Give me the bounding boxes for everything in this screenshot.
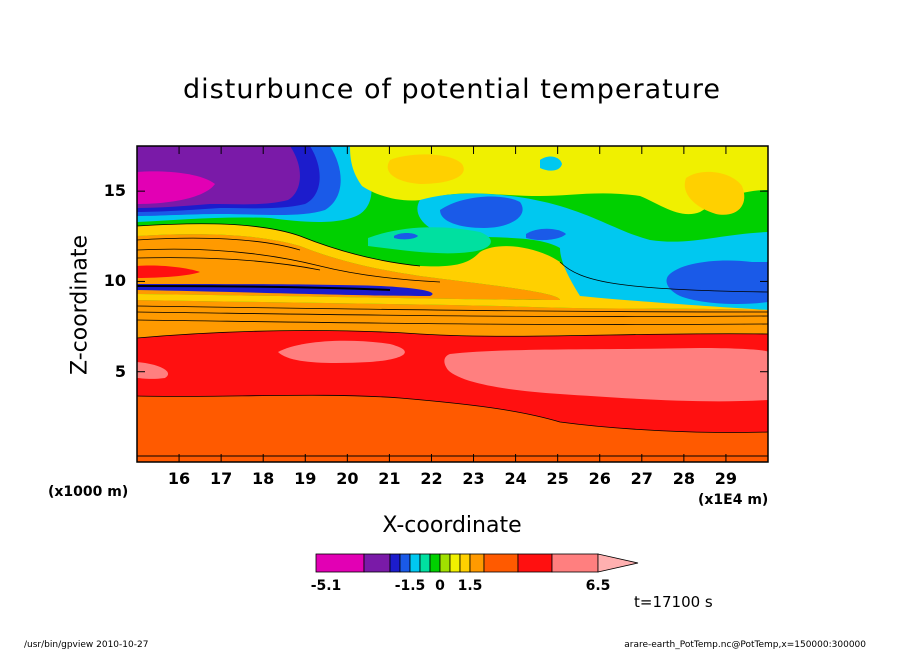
- x-tick-label: 22: [420, 469, 443, 488]
- band-blue-tiny: [394, 233, 418, 240]
- x-tick-label: 18: [252, 469, 275, 488]
- colorbar-swatch: [389, 553, 401, 573]
- colorbar-swatch: [449, 553, 461, 573]
- x-tick-label: 26: [588, 469, 611, 488]
- band-blue-mid: [440, 196, 523, 228]
- x-tick-label: 28: [672, 469, 695, 488]
- colorbar-tick-label: -1.5: [394, 578, 426, 594]
- x-tick-label: 21: [378, 469, 401, 488]
- colorbar-swatch: [429, 553, 441, 573]
- x-tick-label: 24: [504, 469, 527, 488]
- y-tick-label: 10: [103, 271, 126, 291]
- x-tick-label: 29: [714, 469, 738, 488]
- colorbar-swatch: [399, 553, 411, 573]
- y-unit-label: (x1000 m): [48, 484, 129, 500]
- colorbar-swatch: [469, 553, 485, 573]
- colorbar-swatch: [551, 553, 599, 573]
- x-tick-label: 16: [167, 469, 191, 488]
- plot-frame: [136, 145, 769, 463]
- time-label: t=17100 s: [634, 593, 713, 611]
- band-blue-small: [526, 228, 566, 241]
- band-black-line: [137, 285, 391, 291]
- axis-ticks: [137, 146, 768, 462]
- footer-right: arare-earth_PotTemp.nc@PotTemp,x=150000:…: [624, 640, 866, 650]
- band-orange-upper-patch-2: [684, 171, 745, 215]
- band-cyan-small: [540, 156, 562, 171]
- x-axis-label: X-coordinate: [382, 513, 522, 538]
- band-pink-left: [137, 362, 169, 379]
- band-pink-center: [278, 340, 405, 363]
- y-tick-label: 5: [114, 361, 126, 381]
- colorbar-tick-label: 0: [435, 578, 445, 594]
- x-tick-label: 19: [294, 469, 317, 488]
- band-orange-upper: [137, 234, 560, 300]
- contour-lines: [137, 223, 768, 433]
- x-tick-label: 23: [462, 469, 485, 488]
- colorbar-tick-label: 1.5: [457, 578, 483, 594]
- band-orange-upper-patch-1: [387, 154, 464, 184]
- x-tick-label: 17: [209, 469, 233, 488]
- colorbar-swatch: [439, 553, 451, 573]
- colorbar-tick-label: 6.5: [585, 578, 611, 594]
- y-axis-label: Z-coordinate: [67, 235, 93, 375]
- footer-left: /usr/bin/gpview 2010-10-27: [24, 640, 149, 650]
- colorbar-swatch: [517, 553, 553, 573]
- colorbar-swatch: [315, 553, 365, 573]
- colorbar-swatch: [419, 553, 431, 573]
- band-orange-stratified: [137, 300, 768, 338]
- band-near-surface: [137, 395, 768, 462]
- x-tick-label: 27: [630, 469, 653, 488]
- colorbar-tick-label: -5.1: [310, 578, 342, 594]
- band-red-thin: [137, 265, 200, 278]
- y-tick-label: 15: [103, 181, 126, 201]
- colorbar-swatch: [483, 553, 519, 573]
- colorbar-extend-arrow: [597, 553, 639, 573]
- band-pink-right: [444, 348, 768, 402]
- colorbar-swatch: [363, 553, 391, 573]
- colorbar-swatch: [459, 553, 471, 573]
- x-tick-label: 20: [336, 469, 359, 488]
- x-unit-label: (x1E4 m): [698, 492, 769, 508]
- x-tick-label: 25: [546, 469, 569, 488]
- colorbar: [315, 553, 639, 573]
- band-blue-right: [666, 260, 768, 304]
- band-green-mid: [368, 227, 491, 254]
- band-magenta-core: [137, 171, 215, 204]
- chart-title: disturbunce of potential temperature: [183, 74, 721, 105]
- colorbar-swatch: [409, 553, 421, 573]
